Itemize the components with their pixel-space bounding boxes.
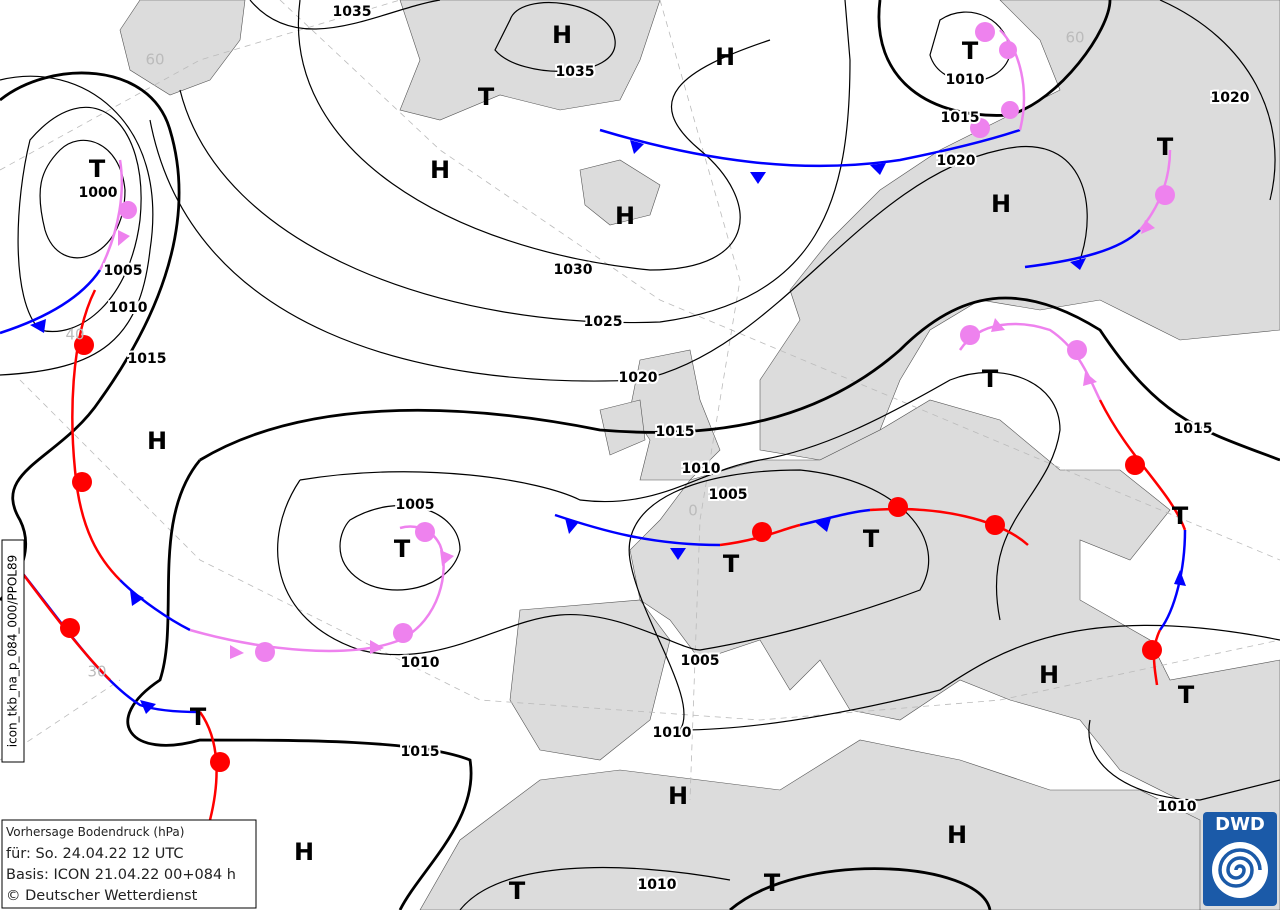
pressure-center: T [863,525,880,553]
isobar-label: 1010 [401,655,440,671]
pressure-center: T [723,550,740,578]
isobar-label: 1020 [937,153,976,169]
pressure-center: T [1157,133,1174,161]
isobar-label: 1035 [556,64,595,80]
isobar-label: 1005 [396,497,435,513]
isobar-label: 1015 [1174,421,1213,437]
isobar-label: 1015 [656,424,695,440]
fronts [0,22,1187,821]
pressure-center: H [430,156,450,184]
side-label-box [1,539,25,763]
labels: 60 60 40 30 0 1035 1035 1030 1025 1020 1015 1010 100… [65,2,1251,905]
isobar-label: 1035 [333,4,372,20]
isobar-label: 1015 [401,744,440,760]
land [119,0,1280,910]
isobar-label: 1020 [619,370,658,386]
isobar-label: 1015 [128,351,167,367]
pressure-center: H [715,43,735,71]
isobar-label: 1010 [946,72,985,88]
pressure-center: T [190,703,207,731]
pressure-center: H [147,427,167,455]
pressure-center: T [764,869,781,897]
grid [0,0,1280,801]
info-copyright: © Deutscher Wetterdienst [6,888,198,904]
info-title: Vorhersage Bodendruck (hPa) [6,825,184,839]
pressure-center: T [1178,681,1195,709]
logo-swirl [1218,848,1262,888]
pressure-center: H [615,202,635,230]
pressure-center: T [509,877,526,905]
isobar-label: 1000 [79,185,118,201]
grid-label: 0 [688,502,698,520]
pressure-center: T [394,535,411,563]
isobar-label: 1010 [682,461,721,477]
pressure-center: H [668,782,688,810]
isobar-label: 1030 [554,262,593,278]
isobar-label: 1015 [941,110,980,126]
grid-label: 40 [65,326,84,344]
grid-label: 60 [145,51,164,69]
isobar-label: 1020 [1211,90,1250,106]
isobar-label: 1025 [584,314,623,330]
isobar-label: 1005 [709,487,748,503]
isobar-label: 1010 [1158,799,1197,815]
isobar-label: 1010 [653,725,692,741]
info-valid: für: So. 24.04.22 12 UTC [6,846,184,862]
pressure-center: T [478,83,495,111]
info-box [1,819,257,909]
pressure-center: T [89,155,106,183]
pressure-center: T [982,365,999,393]
grid-label: 30 [87,663,106,681]
pressure-center: H [552,21,572,49]
pressure-center: T [962,37,979,65]
side-label: icon_tkb_na_p_084_000/PPOL89 [6,555,20,747]
info-basis: Basis: ICON 21.04.22 00+084 h [6,867,236,883]
grid-label: 60 [1065,29,1084,47]
isobar-label: 1010 [638,877,677,893]
pressure-center: H [1039,661,1059,689]
isobar-label: 1010 [109,300,148,316]
pressure-center: T [1172,502,1189,530]
isobar-label: 1005 [681,653,720,669]
logo-text: DWD [1215,814,1265,835]
pressure-center: H [991,190,1011,218]
pressure-center: H [947,821,967,849]
pressure-center: H [294,838,314,866]
isobar-label: 1005 [104,263,143,279]
